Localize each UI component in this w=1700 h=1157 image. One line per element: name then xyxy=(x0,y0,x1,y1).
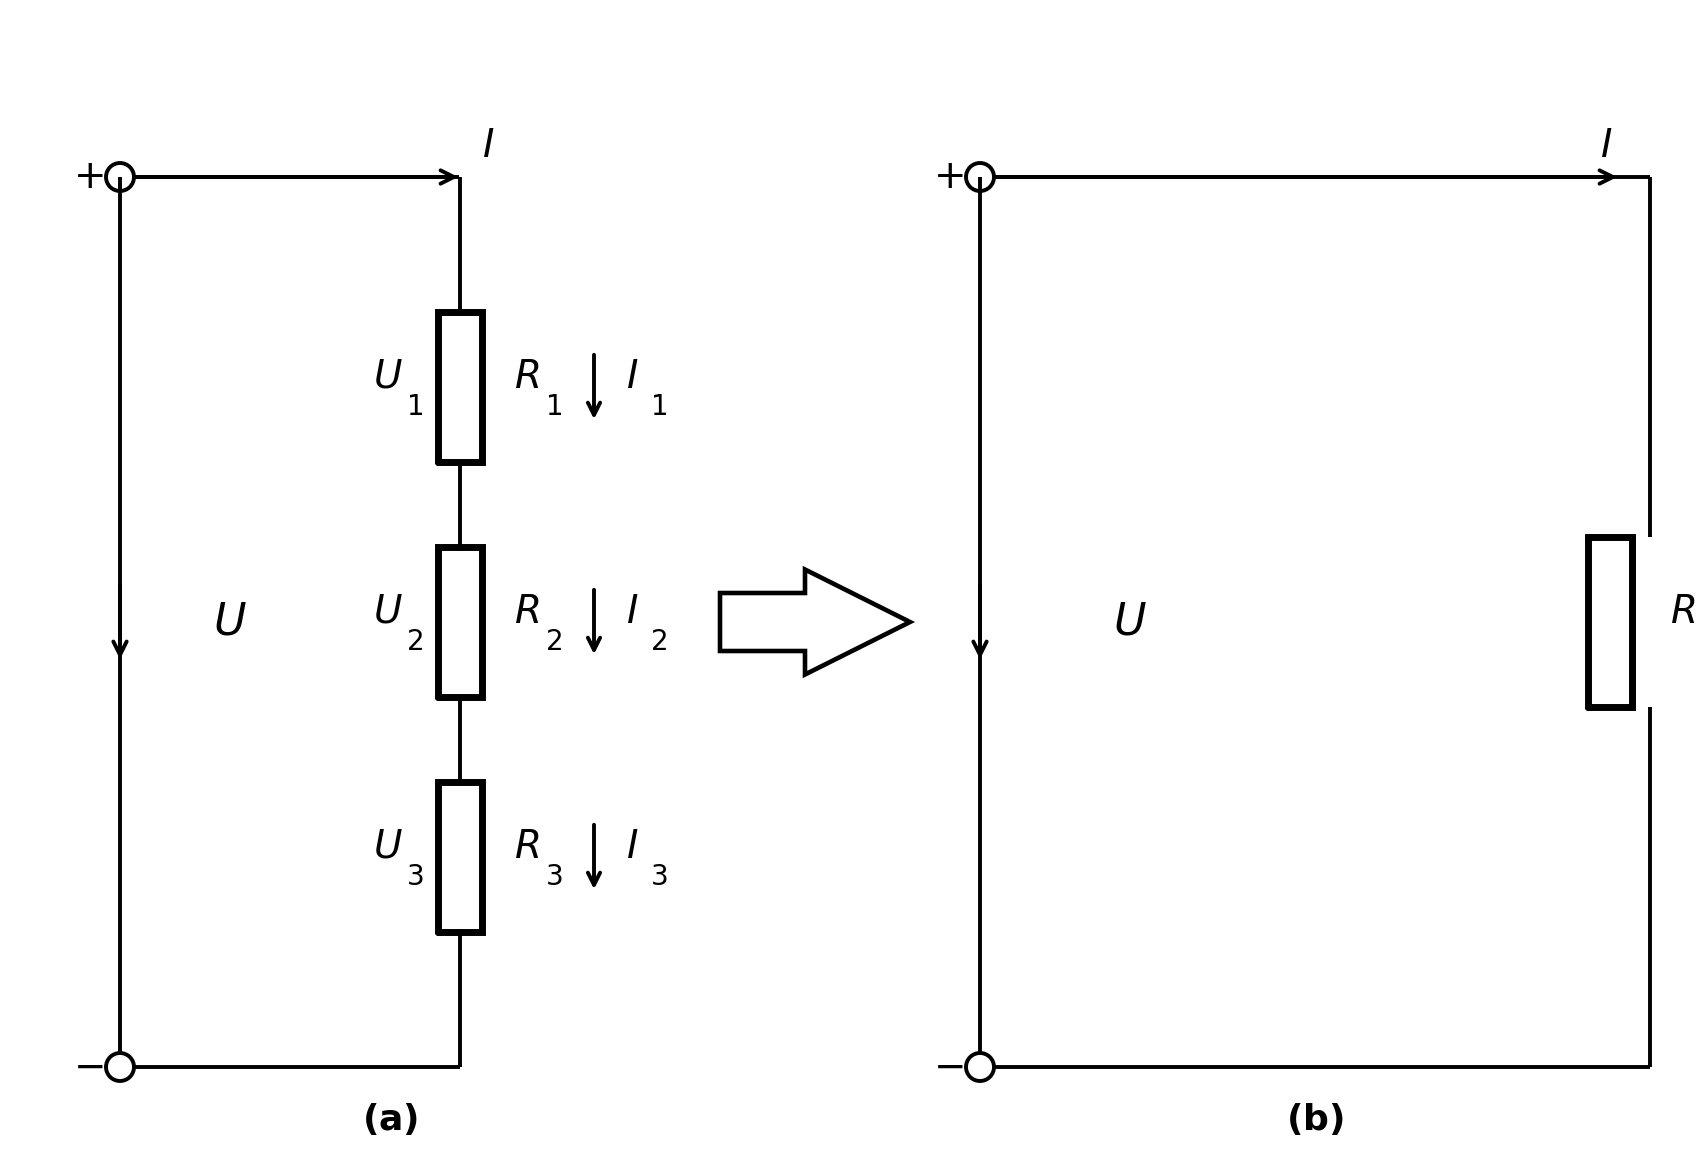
Bar xyxy=(439,547,483,697)
Bar xyxy=(1588,537,1632,707)
Text: $U$: $U$ xyxy=(372,828,403,865)
Text: $1$: $1$ xyxy=(546,395,563,421)
Polygon shape xyxy=(721,569,910,675)
Text: $R$: $R$ xyxy=(515,594,539,631)
Text: $U$: $U$ xyxy=(212,600,246,643)
Text: $3$: $3$ xyxy=(649,864,668,891)
Text: $-$: $-$ xyxy=(933,1048,964,1086)
Text: $-$: $-$ xyxy=(73,1048,104,1086)
Text: $3$: $3$ xyxy=(546,864,563,891)
Text: $+$: $+$ xyxy=(73,159,104,196)
Text: $I$: $I$ xyxy=(626,359,638,396)
Text: $R$: $R$ xyxy=(515,828,539,865)
Text: $2$: $2$ xyxy=(546,629,563,656)
Text: $I$: $I$ xyxy=(626,594,638,631)
Text: $2$: $2$ xyxy=(406,629,423,656)
Text: $I$: $I$ xyxy=(1600,128,1612,165)
Text: $3$: $3$ xyxy=(406,864,423,891)
Text: $2$: $2$ xyxy=(649,629,666,656)
Text: $U$: $U$ xyxy=(1114,600,1148,643)
Text: $\mathbf{(b)}$: $\mathbf{(b)}$ xyxy=(1287,1101,1345,1137)
Text: $R$: $R$ xyxy=(515,359,539,396)
Text: $U$: $U$ xyxy=(372,594,403,631)
Text: $+$: $+$ xyxy=(933,159,964,196)
Text: $1$: $1$ xyxy=(649,395,666,421)
Text: $I$: $I$ xyxy=(483,128,495,165)
Text: $I$: $I$ xyxy=(626,828,638,865)
Text: $\mathbf{(a)}$: $\mathbf{(a)}$ xyxy=(362,1101,418,1137)
Text: $1$: $1$ xyxy=(406,395,423,421)
Bar xyxy=(439,782,483,933)
Bar xyxy=(439,312,483,462)
Text: $U$: $U$ xyxy=(372,359,403,396)
Text: $R$: $R$ xyxy=(1669,594,1695,631)
